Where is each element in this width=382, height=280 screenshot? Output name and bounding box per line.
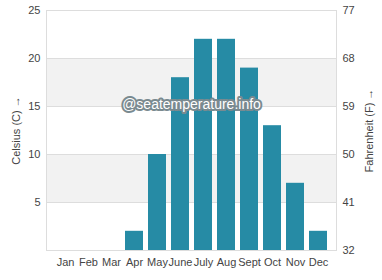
svg-text:Feb: Feb	[79, 256, 98, 268]
svg-text:5: 5	[34, 196, 40, 208]
svg-text:77: 77	[343, 4, 355, 16]
svg-text:59: 59	[343, 100, 355, 112]
svg-text:Fahrenheit (F) →: Fahrenheit (F) →	[363, 89, 375, 173]
svg-text:25: 25	[28, 4, 40, 16]
svg-text:20: 20	[28, 52, 40, 64]
svg-text:July: July	[194, 256, 214, 268]
svg-text:Nov: Nov	[286, 256, 306, 268]
svg-text:41: 41	[343, 196, 355, 208]
svg-text:@seatemperature.info: @seatemperature.info	[122, 96, 261, 112]
svg-text:50: 50	[343, 148, 355, 160]
svg-text:32: 32	[343, 244, 355, 256]
svg-text:June: June	[169, 256, 193, 268]
svg-text:10: 10	[28, 148, 40, 160]
svg-text:Apr: Apr	[126, 256, 143, 268]
svg-text:Sept: Sept	[238, 256, 261, 268]
svg-text:Oct: Oct	[264, 256, 281, 268]
svg-text:Mar: Mar	[102, 256, 121, 268]
svg-text:Aug: Aug	[217, 256, 237, 268]
svg-text:Celsius (C) →: Celsius (C) →	[10, 96, 22, 164]
svg-text:May: May	[147, 256, 168, 268]
svg-text:68: 68	[343, 52, 355, 64]
svg-text:Dec: Dec	[309, 256, 329, 268]
svg-text:Jan: Jan	[57, 256, 75, 268]
svg-text:15: 15	[28, 100, 40, 112]
